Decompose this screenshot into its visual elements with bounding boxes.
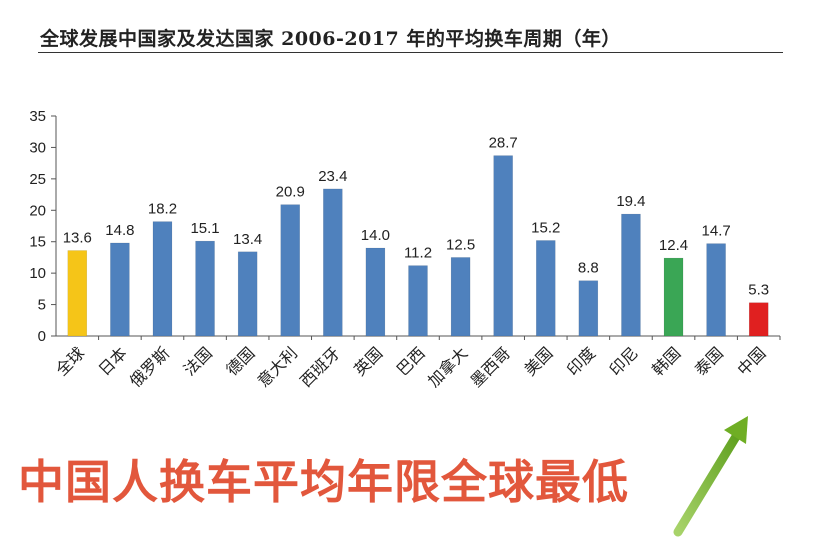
- y-tick-label: 10: [29, 265, 46, 282]
- value-label: 14.7: [702, 223, 731, 240]
- chart-title: 全球发展中国家及发达国家 2006-2017 年的平均换车周期（年）: [40, 28, 621, 50]
- y-tick-label: 20: [29, 202, 46, 219]
- value-label: 13.6: [63, 230, 92, 247]
- bar: [237, 251, 258, 337]
- bar: [450, 257, 471, 337]
- bar: [748, 302, 769, 337]
- x-tick-label: 韩国: [648, 343, 684, 379]
- x-tick-label: 印度: [563, 343, 599, 379]
- value-label: 14.0: [361, 227, 390, 244]
- x-tick-label: 全球: [52, 343, 88, 379]
- x-tick-label: 泰国: [691, 343, 727, 379]
- title-rule: [38, 52, 783, 53]
- x-tick-label: 墨西哥: [467, 343, 514, 390]
- y-tick-label: 5: [38, 297, 46, 314]
- bar: [663, 257, 684, 337]
- y-tick-label: 30: [29, 139, 46, 156]
- value-label: 13.4: [233, 231, 262, 248]
- value-label: 23.4: [318, 168, 347, 185]
- bar: [280, 204, 300, 337]
- x-tick-label: 日本: [95, 343, 131, 379]
- bar: [67, 250, 88, 337]
- x-tick-label: 英国: [350, 343, 386, 379]
- value-label: 12.5: [446, 236, 475, 253]
- bar: [706, 243, 726, 337]
- value-labels: 13.6 14.8 18.2 15.1 13.4 20.9 23.4 14.0 11.2 12.5…: [63, 135, 769, 299]
- value-label: 8.8: [578, 260, 599, 277]
- value-label: 14.8: [105, 222, 134, 239]
- bar: [195, 240, 215, 337]
- x-tick-label: 中国: [733, 343, 769, 379]
- value-label: 15.1: [190, 220, 219, 237]
- value-label: 28.7: [489, 135, 518, 152]
- bar: [365, 247, 386, 337]
- value-label: 20.9: [276, 184, 305, 201]
- value-label: 12.4: [659, 237, 688, 254]
- bar: [110, 242, 130, 337]
- y-tick-label: 0: [38, 328, 46, 345]
- bar: [152, 221, 173, 337]
- bar: [408, 265, 428, 337]
- value-label: 11.2: [404, 245, 432, 262]
- value-label: 18.2: [148, 201, 177, 218]
- x-tick-label: 意大利: [254, 343, 301, 390]
- axes: 0 5 10 15 20 25 30 35: [29, 108, 781, 345]
- y-tick-label: 15: [29, 234, 46, 251]
- bar: [536, 240, 556, 337]
- bar: [323, 188, 343, 337]
- x-tick-label: 加拿大: [424, 343, 471, 390]
- value-label: 5.3: [748, 282, 769, 299]
- value-label: 19.4: [616, 193, 645, 210]
- bar: [578, 280, 599, 337]
- x-tick-label: 俄罗斯: [126, 343, 173, 390]
- bars: [67, 155, 769, 337]
- headline: 中国人换车平均年限全球最低: [18, 455, 629, 509]
- x-tick-label: 巴西: [393, 343, 429, 379]
- up-right-arrow-icon: [673, 416, 748, 537]
- x-tick-label: 西班牙: [296, 343, 343, 390]
- y-tick-label: 25: [29, 171, 46, 188]
- bar: [621, 213, 641, 337]
- x-tick-label: 印尼: [606, 343, 642, 379]
- y-tick-label: 35: [29, 108, 46, 125]
- value-label: 15.2: [531, 219, 560, 236]
- x-tick-label: 法国: [180, 343, 216, 379]
- bar: [493, 155, 513, 337]
- x-tick-label: 德国: [222, 343, 258, 379]
- x-tick-label: 美国: [521, 343, 557, 379]
